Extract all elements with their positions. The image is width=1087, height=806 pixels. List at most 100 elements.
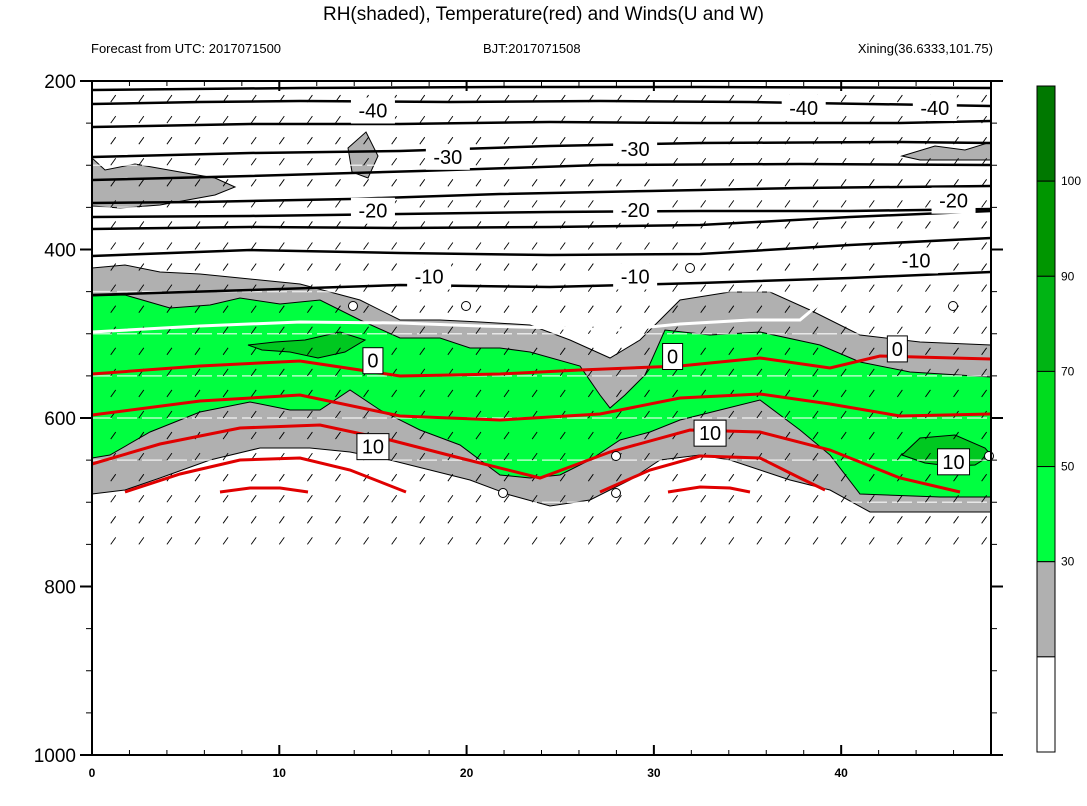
wind-barb <box>559 473 566 482</box>
wind-barb <box>981 473 988 482</box>
isotherm-25-right <box>667 485 751 494</box>
temperature-label-box <box>912 94 957 121</box>
wind-barb <box>419 115 426 124</box>
wind-barb <box>840 410 847 419</box>
calm-wind-marker <box>498 488 508 498</box>
wind-barb <box>587 200 594 208</box>
wind-barb <box>194 347 201 356</box>
temperature-label-box <box>356 433 390 461</box>
wind-barb <box>616 494 622 503</box>
wind-barb <box>138 115 145 124</box>
wind-barb <box>925 221 931 229</box>
wind-barb <box>335 263 341 271</box>
wind-barb <box>278 157 285 166</box>
wind-barb <box>194 537 201 545</box>
wind-barb <box>981 200 988 208</box>
wind-barb <box>110 494 117 503</box>
calm-wind-marker <box>948 301 958 311</box>
wind-barb <box>672 494 678 503</box>
wind-barb <box>194 179 201 187</box>
wind-barb <box>728 326 735 335</box>
wind-barb <box>447 389 454 398</box>
wind-barb <box>840 305 847 313</box>
wind-barb <box>194 305 201 313</box>
wind-barb <box>784 179 791 187</box>
wind-barb <box>391 389 398 398</box>
wind-barb <box>138 347 145 356</box>
wind-barb <box>981 389 988 398</box>
wind-barb <box>812 389 819 398</box>
wind-barb <box>728 200 735 208</box>
wind-barb <box>616 347 622 356</box>
wind-barb <box>503 200 510 208</box>
wind-barb <box>559 179 566 187</box>
wind-barb <box>700 305 707 313</box>
wind-barb <box>925 389 931 398</box>
colorbar-swatch <box>1036 561 1056 658</box>
wind-barb <box>587 516 594 524</box>
wind-barb <box>307 537 313 545</box>
wind-barb <box>728 242 735 250</box>
wind-barb <box>250 136 257 145</box>
y-tick-label: 200 <box>44 72 76 93</box>
wind-barb <box>728 473 735 482</box>
wind-barb <box>812 494 819 503</box>
temperature-label: 10 <box>699 423 721 445</box>
wind-barb <box>419 305 426 313</box>
isotherm-minus10-lower <box>92 270 991 297</box>
wind-barb <box>756 347 763 356</box>
wind-barb <box>503 157 510 166</box>
wind-barb <box>896 516 903 524</box>
wind-barb <box>953 221 959 229</box>
temperature-label: -30 <box>433 147 462 169</box>
wind-barb <box>925 179 931 187</box>
wind-barb <box>222 263 229 271</box>
temperature-label-box <box>613 263 658 290</box>
temperature-label-box <box>613 136 658 163</box>
wind-barb <box>700 516 707 524</box>
wind-barb <box>138 452 145 461</box>
wind-barb <box>840 431 847 440</box>
wind-barb <box>222 494 229 503</box>
wind-barb <box>503 179 510 187</box>
wind-barb <box>335 410 341 419</box>
wind-barb <box>250 347 257 356</box>
temperature-label: 10 <box>362 437 384 459</box>
wind-barb <box>812 368 819 377</box>
wind-barb <box>447 473 454 482</box>
wind-barb <box>812 221 819 229</box>
wind-barb <box>110 284 117 292</box>
wind-barb <box>644 368 650 377</box>
temperature-label: 0 <box>892 339 903 361</box>
wind-barb <box>138 389 145 398</box>
wind-barb <box>166 537 173 545</box>
wind-barb <box>222 157 229 166</box>
wind-barb <box>391 263 398 271</box>
wind-barb <box>503 410 510 419</box>
calm-wind-marker <box>611 488 621 498</box>
colorbar-label: 70 <box>1061 364 1075 378</box>
wind-barb <box>784 347 791 356</box>
wind-barb <box>278 242 285 250</box>
wind-barb <box>840 179 847 187</box>
wind-barb <box>531 431 538 440</box>
wind-barb <box>250 179 257 187</box>
wind-barb <box>194 368 201 377</box>
wind-barb <box>953 347 959 356</box>
forecast-init-label: Forecast from UTC: 2017071500 <box>91 41 282 56</box>
temperature-label: -20 <box>358 201 387 223</box>
wind-barb <box>475 410 482 419</box>
wind-barb <box>391 537 398 545</box>
wind-barb <box>447 200 454 208</box>
wind-barb <box>278 494 285 503</box>
wind-barb <box>672 242 678 250</box>
wind-barb <box>138 136 145 145</box>
temperature-label: -10 <box>621 266 650 288</box>
wind-barb <box>307 305 313 313</box>
y-tick-label: 600 <box>44 409 76 430</box>
wind-barb <box>250 410 257 419</box>
wind-barb <box>363 537 369 545</box>
wind-barb <box>559 431 566 440</box>
wind-barb <box>278 115 285 124</box>
calm-wind-marker <box>461 301 471 311</box>
